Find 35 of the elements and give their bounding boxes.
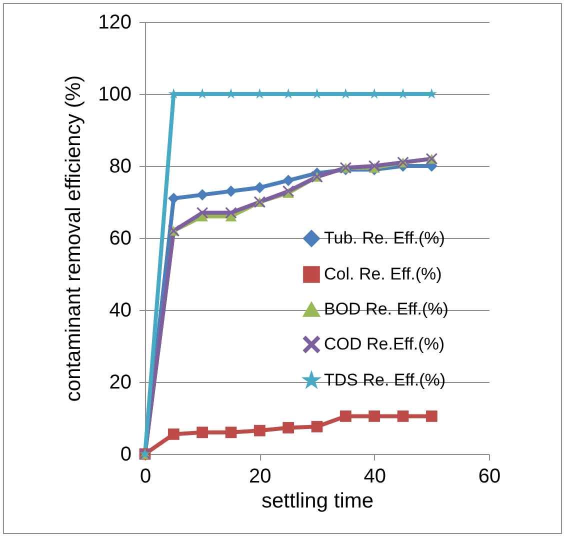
x-tick-label: 20: [249, 466, 272, 488]
point: [225, 186, 237, 197]
legend-label: BOD Re. Eff.(%): [324, 300, 448, 318]
legend-label: Col. Re. Eff.(%): [324, 264, 442, 284]
point: [168, 428, 180, 440]
y-tick-label: 60: [109, 228, 132, 250]
point: [368, 410, 380, 422]
point: [196, 207, 208, 218]
point: [282, 422, 294, 434]
y-tick-label: 20: [109, 372, 132, 394]
x-tick-label: 40: [364, 466, 386, 488]
point: [254, 182, 266, 194]
point: [282, 186, 294, 197]
y-tick-label: 80: [109, 156, 132, 178]
point: [225, 426, 237, 438]
point: [196, 426, 208, 438]
point: [196, 189, 208, 200]
point: [282, 174, 294, 186]
x-tick-label: 0: [140, 466, 152, 488]
legend-label: TDS Re. Eff.(%): [324, 370, 446, 390]
legend-label: Tub. Re. Eff.(%): [324, 228, 445, 248]
y-tick-label: 0: [120, 444, 132, 466]
point: [397, 410, 409, 422]
point: [426, 410, 438, 422]
y-tick-label: 100: [98, 84, 132, 106]
point: [340, 410, 352, 422]
legend-label: COD Re.Eff.(%): [324, 334, 445, 354]
x-axis-title: settling time: [261, 490, 374, 512]
point: [168, 192, 180, 204]
y-tick-label: 120: [98, 12, 132, 34]
y-tick-label: 40: [109, 300, 132, 322]
point: [311, 420, 323, 432]
point: [254, 424, 266, 436]
x-tick-label: 60: [478, 466, 501, 488]
y-axis-title: contaminant removal efficiency (%): [62, 75, 86, 402]
